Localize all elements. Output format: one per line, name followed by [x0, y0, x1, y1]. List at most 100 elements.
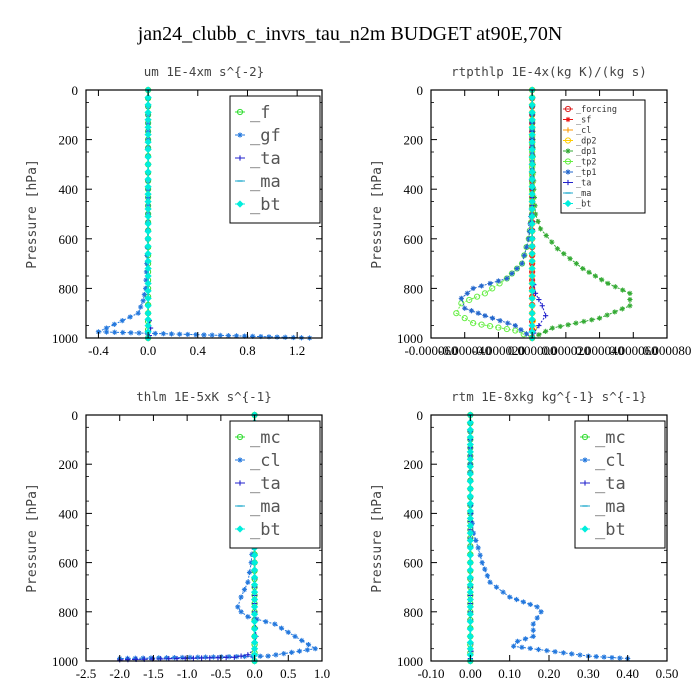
data-point [144, 250, 152, 258]
data-point [245, 614, 251, 620]
chart-panel-4: rtm 1E-8xkg kg^{-1} s^{-1} Pressure [hPa]… [370, 389, 678, 681]
data-point [536, 296, 542, 303]
data-point [144, 309, 152, 317]
legend: _f _gf _ta _ma _bt [229, 95, 321, 224]
data-point [468, 308, 475, 314]
data-point [592, 273, 598, 279]
legend-label: _dp2 [576, 137, 596, 147]
data-point [528, 131, 536, 139]
data-point [144, 168, 152, 176]
data-point [589, 317, 595, 323]
x-tick-label: -0.000040 [438, 343, 491, 358]
x-tick-label: 0.40 [616, 666, 639, 681]
x-tick-label: 0.20 [538, 666, 561, 681]
legend-marker [564, 105, 572, 113]
data-point [174, 655, 180, 662]
data-point [543, 232, 549, 239]
data-point [573, 320, 579, 326]
data-point [144, 220, 152, 228]
data-point [266, 334, 272, 340]
data-point [231, 654, 237, 660]
data-point [528, 279, 536, 288]
chart-panel-1: um 1E-4xm s^{-2} Pressure [hPa] 0 200 400 600… [25, 64, 323, 358]
data-point [177, 331, 183, 337]
data-point [292, 633, 298, 639]
x-tick-label: 0.10 [498, 666, 521, 681]
legend-label: _gf [250, 126, 281, 146]
legend-label: _ma [595, 497, 626, 517]
x-tick-label: -2.5 [76, 666, 97, 681]
data-point [282, 334, 288, 340]
data-point [475, 310, 481, 316]
data-point [528, 220, 536, 228]
data-point [544, 648, 550, 654]
data-point [530, 633, 536, 639]
panel-title: um 1E-4xm s^{-2} [144, 64, 264, 79]
data-point [132, 655, 138, 661]
data-point [469, 520, 475, 526]
data-point [478, 283, 485, 289]
data-point [620, 287, 626, 293]
data-point [543, 313, 549, 319]
y-tick-label: 1000 [397, 654, 423, 669]
data-point [549, 239, 555, 245]
data-point [601, 654, 607, 660]
x-tick-label: 0.50 [656, 666, 679, 681]
legend-label: _bt [250, 195, 281, 215]
data-point [561, 251, 567, 257]
panel-title: thlm 1E-5xK s^{-1} [136, 389, 271, 404]
data-point [523, 331, 530, 337]
data-point [514, 638, 521, 644]
data-point [539, 303, 545, 309]
data-point [509, 270, 515, 277]
legend-label: _ta [576, 179, 591, 189]
data-point [466, 418, 474, 427]
data-point [273, 652, 279, 658]
data-point [528, 190, 536, 198]
x-tick-label: -0.5 [211, 666, 232, 681]
y-tick-label: 400 [59, 182, 79, 197]
y-tick-label: 600 [59, 556, 79, 571]
data-point [250, 573, 259, 581]
data-point [486, 322, 494, 330]
data-point [528, 272, 536, 280]
data-point [168, 331, 175, 337]
data-point [489, 315, 496, 321]
data-point [250, 551, 259, 559]
data-point [528, 294, 536, 302]
data-point [144, 197, 152, 206]
data-point [103, 325, 109, 331]
data-point [528, 168, 536, 176]
data-point [250, 581, 259, 589]
data-point [144, 175, 152, 183]
chart-panel-2: rtpthlp 1E-4x(kg K)/(kg s) Pressure [hPa]… [370, 64, 691, 358]
data-point [144, 145, 152, 154]
data-point [466, 595, 474, 604]
y-axis-label: Pressure [hPa] [370, 159, 385, 269]
data-point [198, 655, 205, 661]
data-point [144, 93, 152, 102]
data-point [519, 644, 525, 650]
legend-marker [236, 433, 244, 441]
data-point [549, 325, 555, 331]
data-point [528, 116, 536, 124]
legend-label: _ma [576, 189, 591, 199]
data-point [250, 595, 259, 604]
plot-frame [430, 89, 668, 339]
legend-box [229, 420, 321, 549]
data-point [580, 265, 586, 272]
data-point [527, 645, 533, 652]
data-point [528, 160, 536, 169]
y-axis-label: Pressure [hPa] [370, 483, 385, 593]
plot-frame [85, 89, 323, 339]
data-point [528, 264, 536, 273]
y-tick-label: 600 [404, 232, 424, 247]
data-point [522, 636, 528, 642]
data-point [543, 328, 549, 334]
data-point [210, 654, 217, 660]
x-tick-label: -2.0 [109, 666, 130, 681]
legend-label: _sf [576, 116, 591, 126]
data-point [304, 647, 310, 653]
data-point [144, 212, 152, 221]
data-point [217, 332, 223, 338]
